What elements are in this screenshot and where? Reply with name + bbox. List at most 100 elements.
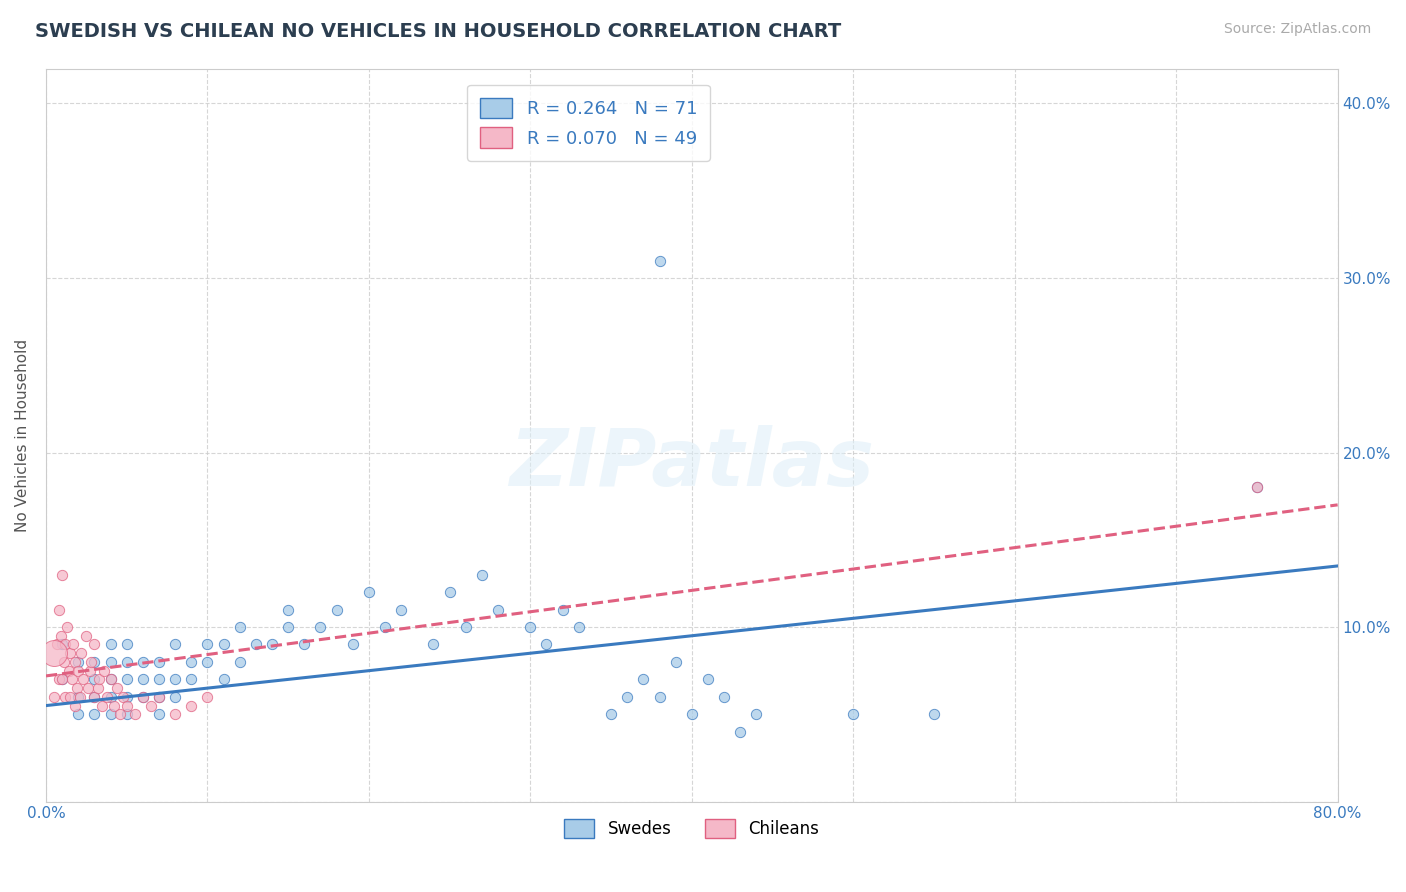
Point xyxy=(697,673,720,687)
Point xyxy=(58,664,80,678)
Point xyxy=(100,707,122,722)
Point xyxy=(96,690,118,704)
Point xyxy=(681,707,703,722)
Point xyxy=(53,638,76,652)
Point xyxy=(77,681,100,695)
Point xyxy=(165,638,187,652)
Point xyxy=(115,673,138,687)
Point xyxy=(83,690,105,704)
Point xyxy=(115,707,138,722)
Point xyxy=(439,585,461,599)
Point xyxy=(422,638,444,652)
Point xyxy=(51,673,73,687)
Point xyxy=(80,655,103,669)
Point xyxy=(112,690,135,704)
Point xyxy=(212,638,235,652)
Point xyxy=(79,664,101,678)
Point xyxy=(91,698,114,713)
Point xyxy=(180,698,202,713)
Point xyxy=(115,638,138,652)
Point xyxy=(197,655,219,669)
Point xyxy=(48,602,70,616)
Point xyxy=(46,638,69,652)
Point xyxy=(197,638,219,652)
Point xyxy=(69,690,91,704)
Point xyxy=(83,690,105,704)
Point xyxy=(1246,480,1268,494)
Point xyxy=(260,638,283,652)
Point xyxy=(713,690,735,704)
Point xyxy=(75,629,97,643)
Point xyxy=(60,673,83,687)
Point xyxy=(180,655,202,669)
Point xyxy=(165,673,187,687)
Point xyxy=(100,673,122,687)
Point xyxy=(277,602,299,616)
Point xyxy=(633,673,655,687)
Point xyxy=(212,673,235,687)
Point xyxy=(100,638,122,652)
Point xyxy=(648,253,671,268)
Point xyxy=(83,707,105,722)
Point xyxy=(228,655,250,669)
Point xyxy=(72,673,94,687)
Point xyxy=(132,690,155,704)
Point xyxy=(139,698,162,713)
Point xyxy=(132,655,155,669)
Point xyxy=(59,646,82,660)
Point xyxy=(745,707,768,722)
Point xyxy=(1246,480,1268,494)
Point xyxy=(66,681,89,695)
Point xyxy=(180,673,202,687)
Point xyxy=(83,673,105,687)
Point xyxy=(63,698,86,713)
Point xyxy=(51,638,73,652)
Point xyxy=(83,638,105,652)
Point xyxy=(93,664,115,678)
Point xyxy=(67,664,90,678)
Point xyxy=(132,690,155,704)
Point xyxy=(115,655,138,669)
Point xyxy=(115,698,138,713)
Point xyxy=(165,690,187,704)
Point xyxy=(67,707,90,722)
Point xyxy=(357,585,380,599)
Point xyxy=(568,620,591,634)
Point xyxy=(59,690,82,704)
Text: Source: ZipAtlas.com: Source: ZipAtlas.com xyxy=(1223,22,1371,37)
Point xyxy=(325,602,347,616)
Point xyxy=(42,646,65,660)
Point xyxy=(115,690,138,704)
Point xyxy=(665,655,688,669)
Point xyxy=(89,673,111,687)
Point xyxy=(454,620,477,634)
Point xyxy=(70,646,93,660)
Point xyxy=(86,681,108,695)
Point xyxy=(100,655,122,669)
Point xyxy=(600,707,623,722)
Point xyxy=(309,620,332,634)
Point xyxy=(228,620,250,634)
Y-axis label: No Vehicles in Household: No Vehicles in Household xyxy=(15,338,30,532)
Point xyxy=(922,707,945,722)
Point xyxy=(728,724,751,739)
Point xyxy=(100,673,122,687)
Point xyxy=(389,602,412,616)
Point xyxy=(292,638,315,652)
Point xyxy=(67,690,90,704)
Point xyxy=(842,707,865,722)
Point xyxy=(536,638,558,652)
Point xyxy=(51,673,73,687)
Point xyxy=(83,655,105,669)
Point xyxy=(245,638,267,652)
Point xyxy=(148,690,170,704)
Point xyxy=(148,673,170,687)
Point xyxy=(100,690,122,704)
Point xyxy=(103,698,125,713)
Point xyxy=(62,638,84,652)
Point xyxy=(616,690,638,704)
Legend: Swedes, Chileans: Swedes, Chileans xyxy=(558,812,825,845)
Point xyxy=(48,673,70,687)
Point xyxy=(148,655,170,669)
Point xyxy=(42,690,65,704)
